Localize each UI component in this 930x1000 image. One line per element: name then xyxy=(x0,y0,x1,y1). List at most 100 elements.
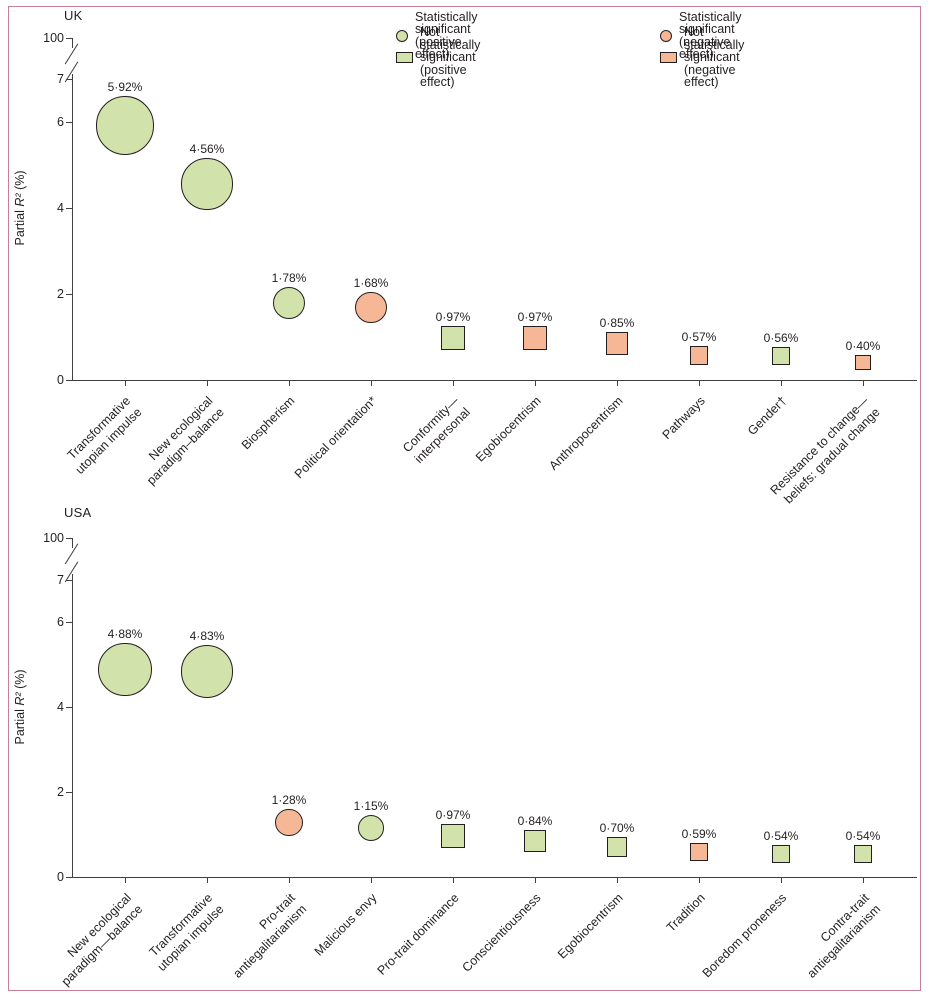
y-tick xyxy=(66,380,72,382)
chart-title: USA xyxy=(64,505,92,520)
x-tick xyxy=(699,877,701,883)
value-label: 0·40% xyxy=(845,339,881,354)
nonsignificant-positive-bubble xyxy=(441,326,465,351)
nonsignificant-positive-bubble xyxy=(854,845,872,863)
legend-label: Not statistically significant (negative … xyxy=(684,25,745,90)
y-tick-label: 4 xyxy=(57,201,64,215)
significant-positive-bubble xyxy=(98,643,152,697)
x-tick xyxy=(863,877,865,883)
category-label: Pro-trait antiegalitarianism xyxy=(230,890,309,981)
legend-item: Not statistically significant (negative … xyxy=(660,26,744,88)
legend-nonsignificant-negative-icon xyxy=(660,52,677,63)
category-label: Conscientiousness xyxy=(459,890,544,975)
category-label: Egobiocentrism xyxy=(472,393,544,465)
significant-positive-bubble xyxy=(180,645,234,699)
category-label: Malicious envy xyxy=(311,890,380,959)
y-tick-label: 0 xyxy=(57,373,64,387)
significant-negative-bubble xyxy=(355,292,387,324)
nonsignificant-positive-bubble xyxy=(606,837,628,858)
category-label: Pathways xyxy=(659,393,708,442)
y-axis-label-part: (%) xyxy=(13,170,27,194)
value-label: 1·15% xyxy=(353,799,389,814)
x-tick xyxy=(453,877,455,883)
x-tick xyxy=(125,380,127,386)
category-label: Pro-trait dominance xyxy=(374,890,462,978)
category-label: Biospherism xyxy=(239,393,298,453)
y-axis-label-part: R² xyxy=(13,692,27,706)
value-label: 0·97% xyxy=(435,310,471,325)
x-tick xyxy=(289,380,291,386)
legend-column: Statistically significant (positive effe… xyxy=(396,10,480,88)
y-axis-line xyxy=(72,574,74,877)
y-tick xyxy=(66,579,72,581)
value-label: 0·97% xyxy=(435,807,471,822)
legend-label: Not statistically significant (positive … xyxy=(420,25,481,90)
y-tick xyxy=(66,208,72,210)
value-label: 5·92% xyxy=(107,80,143,95)
category-label: Tradition xyxy=(663,890,708,935)
category-label: Anthropocentrism xyxy=(546,393,626,473)
category-label: Egobiocentrism xyxy=(554,890,626,962)
value-label: 0·85% xyxy=(599,316,635,331)
value-label: 4·56% xyxy=(189,142,225,157)
x-tick xyxy=(453,380,455,386)
legend-nonsignificant-positive-icon xyxy=(396,52,413,63)
category-label: Resistance to change— beliefs: gradual c… xyxy=(767,393,883,507)
x-tick xyxy=(535,877,537,883)
y-tick xyxy=(66,707,72,709)
x-tick xyxy=(863,380,865,386)
x-axis-line xyxy=(72,380,917,382)
legend-item: Not statistically significant (positive … xyxy=(396,26,480,88)
nonsignificant-positive-bubble xyxy=(772,845,790,863)
value-label: 0·70% xyxy=(599,821,635,836)
x-tick xyxy=(289,877,291,883)
y-tick-label: 2 xyxy=(57,287,64,301)
chart-title: UK xyxy=(64,8,83,23)
y-tick xyxy=(66,79,72,81)
category-label: Contra-trait antiegalitarianism xyxy=(804,890,883,981)
y-tick xyxy=(66,122,72,124)
y-axis-label-part: Partial xyxy=(13,705,27,745)
y-tick-label: 6 xyxy=(57,115,64,129)
x-tick xyxy=(617,380,619,386)
y-tick xyxy=(66,622,72,624)
significant-positive-bubble xyxy=(181,158,233,210)
nonsignificant-negative-bubble xyxy=(689,346,709,365)
category-label: Conformity— interpersonal xyxy=(400,393,473,467)
y-axis-label: Partial R² (%) xyxy=(13,669,27,744)
value-label: 0·59% xyxy=(681,826,717,841)
category-label: Transformative utopian impulse xyxy=(147,890,227,974)
y-tick xyxy=(66,538,72,540)
value-label: 0·54% xyxy=(763,829,799,844)
x-tick xyxy=(699,380,701,386)
x-tick xyxy=(535,380,537,386)
x-tick xyxy=(207,877,209,883)
category-label: Boredom proneness xyxy=(700,890,790,981)
significant-positive-bubble xyxy=(272,287,305,320)
value-label: 1·28% xyxy=(271,793,307,808)
significant-positive-bubble xyxy=(358,815,384,841)
nonsignificant-negative-bubble xyxy=(523,326,547,351)
value-label: 0·84% xyxy=(517,814,553,829)
y-tick-label: 2 xyxy=(57,785,64,799)
category-label: Gender† xyxy=(745,393,790,439)
value-label: 0·57% xyxy=(681,330,717,345)
legend-label: Statistically significant (positive effe… xyxy=(415,9,478,61)
legend-item: Statistically significant (positive effe… xyxy=(396,10,480,60)
value-label: 1·68% xyxy=(353,276,389,291)
value-label: 0·54% xyxy=(845,829,881,844)
value-label: 4·88% xyxy=(107,627,143,642)
y-axis-label-part: Partial xyxy=(13,206,27,246)
x-tick xyxy=(125,877,127,883)
y-axis-label: Partial R² (%) xyxy=(13,170,27,245)
significant-positive-bubble xyxy=(95,96,155,155)
y-axis-label-part: R² xyxy=(13,193,27,207)
legend-label: Statistically significant (negative effe… xyxy=(679,9,742,61)
y-tick xyxy=(66,294,72,296)
y-tick-label: 7 xyxy=(57,72,64,86)
legend-significant-positive-icon xyxy=(396,29,408,42)
y-tick-label: 0 xyxy=(57,870,64,884)
nonsignificant-positive-bubble xyxy=(524,830,546,853)
nonsignificant-negative-bubble xyxy=(605,332,629,355)
